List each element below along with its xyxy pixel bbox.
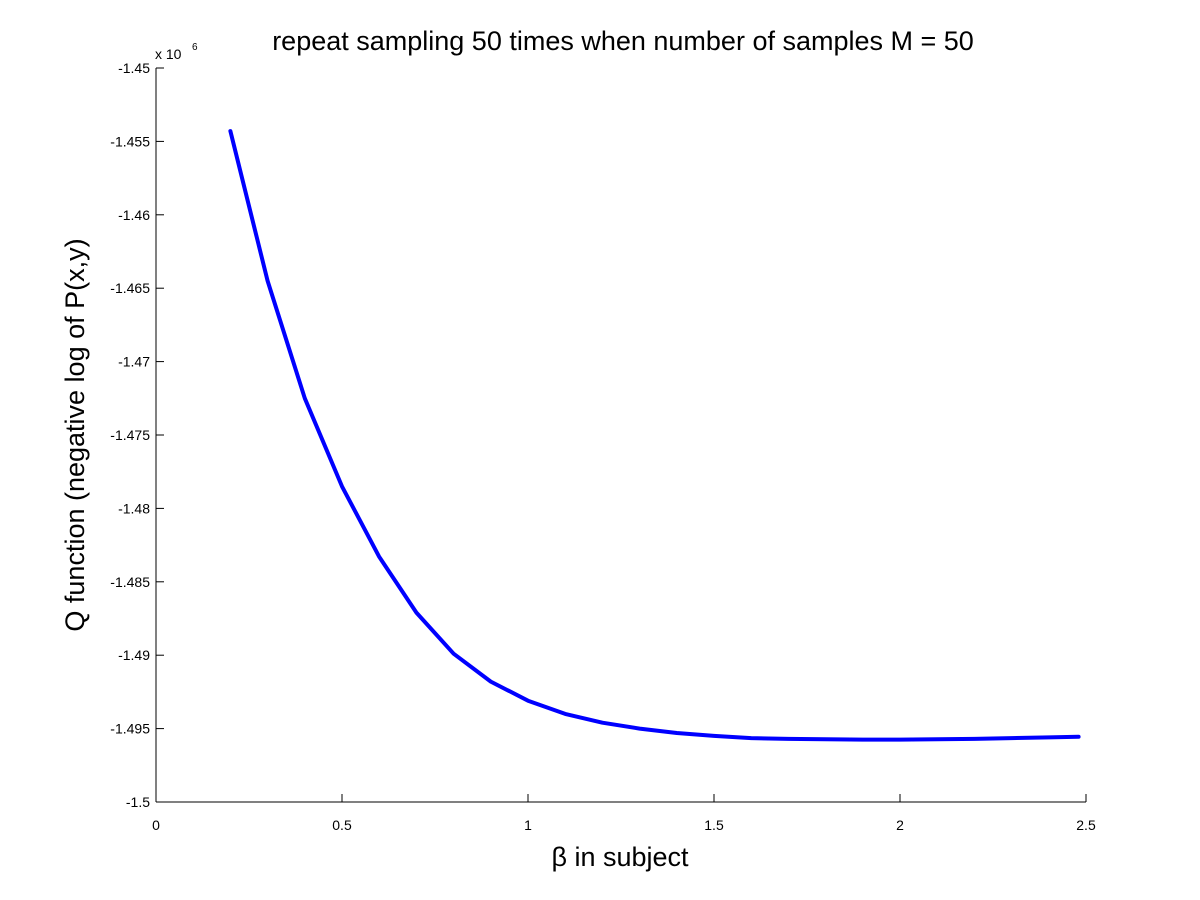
y-tick-label: -1.49: [118, 647, 150, 663]
x-tick-label: 2.5: [1076, 817, 1096, 833]
y-tick-label: -1.47: [118, 354, 150, 370]
x-tick-label: 1.5: [704, 817, 724, 833]
y-axis-title: Q function (negative log of P(x,y): [60, 238, 90, 631]
x-tick-label: 2: [896, 817, 904, 833]
y-tick-label: -1.485: [110, 574, 150, 590]
plot-area: [156, 68, 1086, 802]
y-tick-label: -1.495: [110, 721, 150, 737]
series-layer: [228, 129, 1081, 742]
y-tick-label: -1.46: [118, 207, 150, 223]
series-line: [228, 129, 1081, 742]
axes: 0 0.5 1 1.5 2 2.5 -1.45 -1.455 -1.46 -1.465 -1.47 -…: [110, 60, 1096, 833]
y-tick-label: -1.465: [110, 280, 150, 296]
x-tick-label: 1: [524, 817, 532, 833]
x-axis-title: β in subject: [551, 842, 689, 872]
chart-title: repeat sampling 50 times when number of …: [272, 26, 974, 56]
y-tick-label: -1.48: [118, 500, 150, 516]
y-tick-label: -1.475: [110, 427, 150, 443]
y-tick-label: -1.45: [118, 60, 150, 76]
x-tick-label: 0.5: [332, 817, 352, 833]
y-exponent-label: x 10: [155, 46, 182, 62]
y-tick-label: -1.455: [110, 133, 150, 149]
x-tick-label: 0: [152, 817, 160, 833]
y-exponent-power: 6: [192, 42, 198, 53]
y-tick-label: -1.5: [126, 794, 150, 810]
